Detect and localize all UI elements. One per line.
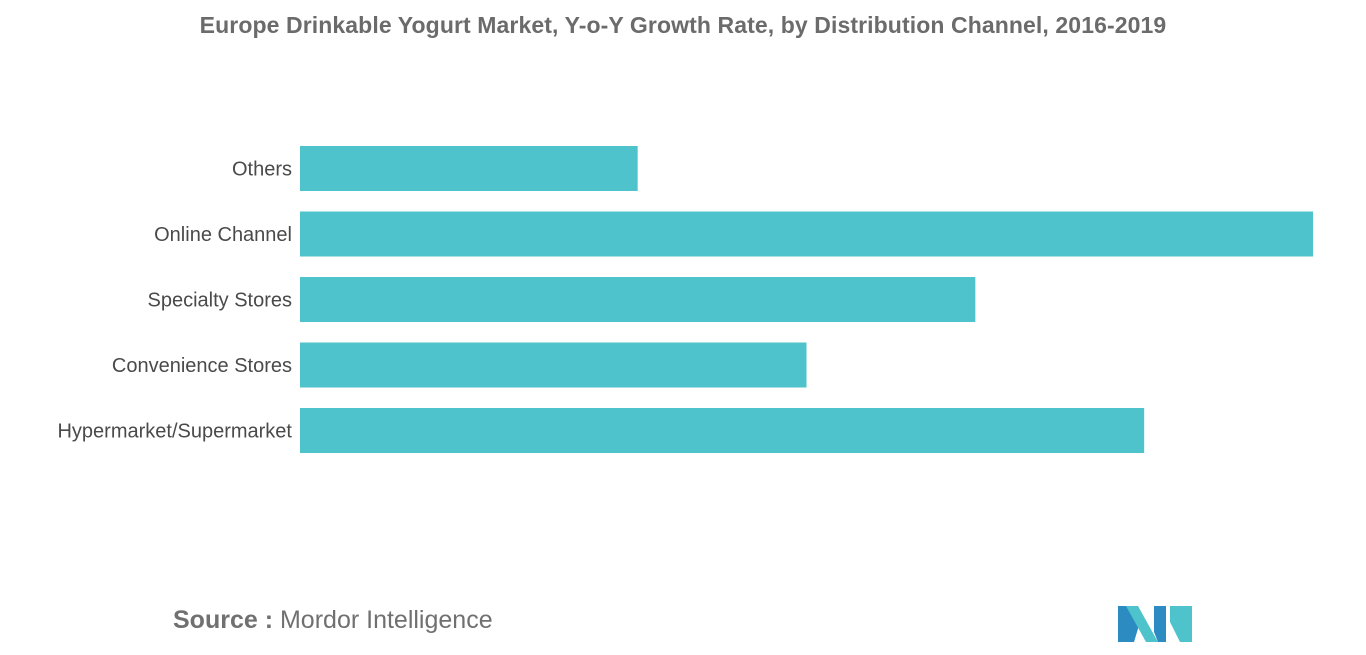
bar-others [300, 146, 638, 191]
source-note: Source : Mordor Intelligence [173, 606, 493, 635]
category-label: Specialty Stores [147, 290, 292, 312]
category-labels-group: Others Online Channel Specialty Stores Conv… [57, 159, 292, 443]
bar-convenience-stores [300, 342, 807, 388]
category-label: Online Channel [154, 224, 292, 246]
logo-right-left-stroke [1154, 606, 1166, 642]
mordor-intelligence-logo-icon [1118, 606, 1192, 642]
category-label: Convenience Stores [112, 355, 292, 377]
logo-middle-stroke [1126, 606, 1158, 642]
bar-hypermarket-supermarket [300, 408, 1145, 453]
source-key: Source : [173, 606, 274, 634]
bar-specialty-stores [300, 277, 976, 322]
category-label: Others [232, 159, 292, 181]
category-label: Hypermarket/Supermarket [57, 421, 292, 443]
logo-right-stroke [1170, 606, 1192, 642]
source-value: Mordor Intelligence [279, 606, 493, 634]
bar-online-channel [300, 211, 1313, 257]
chart-title: Europe Drinkable Yogurt Market, Y-o-Y Gr… [199, 12, 1167, 38]
bars-group [300, 146, 1313, 453]
